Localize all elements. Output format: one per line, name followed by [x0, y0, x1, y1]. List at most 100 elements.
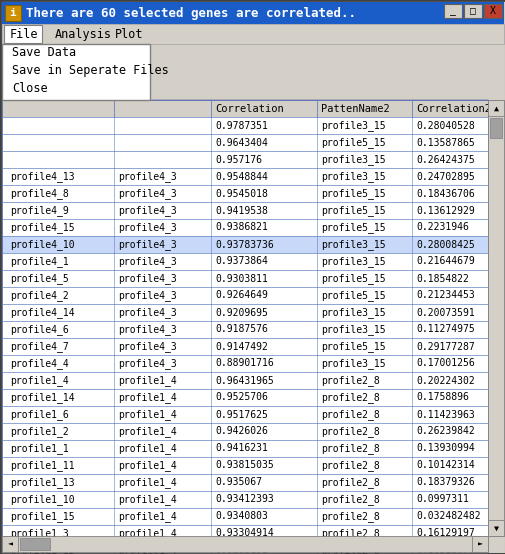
Text: profile1_4: profile1_4	[118, 528, 176, 539]
Text: profile3_15: profile3_15	[320, 239, 385, 250]
Text: profile4_3: profile4_3	[118, 358, 176, 369]
Bar	[2, 236, 487, 253]
Text: File: File	[10, 28, 38, 40]
Text: profile1_14: profile1_14	[10, 392, 74, 403]
Text: profile1_12: profile1_12	[10, 545, 74, 554]
Bar	[2, 372, 487, 389]
Text: 0.21234453: 0.21234453	[415, 290, 474, 300]
Text: profile2_8: profile2_8	[320, 409, 379, 420]
Text: profile4_3: profile4_3	[118, 222, 176, 233]
Bar	[2, 100, 487, 117]
Text: 0.0997311: 0.0997311	[415, 495, 468, 505]
Bar	[2, 440, 487, 457]
Text: □: □	[469, 6, 475, 16]
Text: Correlation: Correlation	[215, 104, 283, 114]
Text: Analysis: Analysis	[55, 28, 112, 40]
Text: ▲: ▲	[492, 104, 497, 112]
Text: 0.1854822: 0.1854822	[415, 274, 468, 284]
Text: 0.20224302: 0.20224302	[415, 376, 474, 386]
Text: profile4_1: profile4_1	[10, 256, 69, 267]
Text: 0.9787351: 0.9787351	[215, 121, 267, 131]
Bar	[2, 304, 487, 321]
Text: profile1_4: profile1_4	[118, 460, 176, 471]
Bar	[487, 100, 503, 116]
Bar	[2, 219, 487, 236]
Text: 0.18436706: 0.18436706	[415, 188, 474, 198]
Text: profile5_15: profile5_15	[320, 188, 385, 199]
Text: profile3_15: profile3_15	[320, 171, 385, 182]
Text: profile1_6: profile1_6	[10, 409, 69, 420]
Text: profile4_7: profile4_7	[10, 341, 69, 352]
Text: profile2_8: profile2_8	[320, 545, 379, 554]
Bar	[4, 25, 42, 43]
Text: profile1_4: profile1_4	[118, 426, 176, 437]
Bar	[2, 491, 487, 508]
Text: profile2_8: profile2_8	[320, 426, 379, 437]
Text: profile1_4: profile1_4	[118, 375, 176, 386]
Text: profile3_15: profile3_15	[320, 324, 385, 335]
Text: profile1_4: profile1_4	[118, 409, 176, 420]
Text: profile4_14: profile4_14	[10, 307, 74, 318]
Text: 0.18379326: 0.18379326	[415, 478, 474, 488]
Bar	[443, 4, 461, 18]
Bar	[487, 100, 503, 536]
Text: 0.96431965: 0.96431965	[215, 376, 273, 386]
Text: profile1_11: profile1_11	[10, 460, 74, 471]
Bar	[2, 536, 18, 552]
Text: 0.93412393: 0.93412393	[215, 495, 273, 505]
Text: profile5_15: profile5_15	[320, 341, 385, 352]
Text: profile2_8: profile2_8	[320, 392, 379, 403]
Bar	[2, 525, 487, 542]
Text: profile3_15: profile3_15	[320, 256, 385, 267]
Text: profile4_3: profile4_3	[118, 273, 176, 284]
Text: profile4_13: profile4_13	[10, 171, 74, 182]
Text: 0.9525706: 0.9525706	[215, 392, 267, 403]
Bar	[2, 168, 487, 185]
Text: profile3_15: profile3_15	[320, 120, 385, 131]
Bar	[2, 270, 487, 287]
Text: 0.24702895: 0.24702895	[415, 172, 474, 182]
Text: 0.105120786: 0.105120786	[415, 546, 480, 554]
Text: profile2_8: profile2_8	[320, 494, 379, 505]
Text: profile2_8: profile2_8	[320, 528, 379, 539]
Bar	[2, 508, 487, 525]
Text: profile4_15: profile4_15	[10, 222, 74, 233]
Text: profile2_8: profile2_8	[320, 511, 379, 522]
Bar	[2, 423, 487, 440]
Bar	[471, 536, 487, 552]
Text: ◄: ◄	[8, 540, 13, 548]
Text: 0.9340803: 0.9340803	[215, 511, 267, 521]
Bar	[489, 118, 501, 138]
Bar	[2, 355, 487, 372]
Text: profile4_5: profile4_5	[10, 273, 69, 284]
Text: 0.13612929: 0.13612929	[415, 206, 474, 216]
Text: Close: Close	[12, 81, 47, 95]
Text: profile1_4: profile1_4	[10, 375, 69, 386]
Text: 0.9426026: 0.9426026	[215, 427, 267, 437]
Bar	[2, 151, 487, 168]
Text: 0.13587865: 0.13587865	[415, 137, 474, 147]
Bar	[2, 287, 487, 304]
Text: profile1_4: profile1_4	[118, 443, 176, 454]
Text: 0.032482482: 0.032482482	[415, 511, 480, 521]
Text: profile1_13: profile1_13	[10, 477, 74, 488]
Bar	[2, 117, 487, 134]
Text: _: _	[449, 6, 455, 16]
Text: 0.9147492: 0.9147492	[215, 341, 267, 351]
Bar	[5, 5, 21, 21]
Text: 0.9545018: 0.9545018	[215, 188, 267, 198]
Text: 0.93783736: 0.93783736	[215, 239, 273, 249]
Text: 0.20073591: 0.20073591	[415, 307, 474, 317]
Text: 0.93304914: 0.93304914	[215, 529, 273, 538]
Text: profile4_4: profile4_4	[10, 358, 69, 369]
Bar	[2, 202, 487, 219]
Text: profile2_8: profile2_8	[320, 443, 379, 454]
Text: There are 60 selected genes are correlated..: There are 60 selected genes are correlat…	[26, 7, 356, 19]
Bar	[487, 520, 503, 536]
Text: PattenName2: PattenName2	[320, 104, 389, 114]
Text: 0.9264649: 0.9264649	[215, 290, 267, 300]
Text: profile2_8: profile2_8	[320, 375, 379, 386]
Text: profile1_4: profile1_4	[118, 494, 176, 505]
Text: 0.935067: 0.935067	[215, 478, 262, 488]
Text: Correlation2: Correlation2	[415, 104, 490, 114]
